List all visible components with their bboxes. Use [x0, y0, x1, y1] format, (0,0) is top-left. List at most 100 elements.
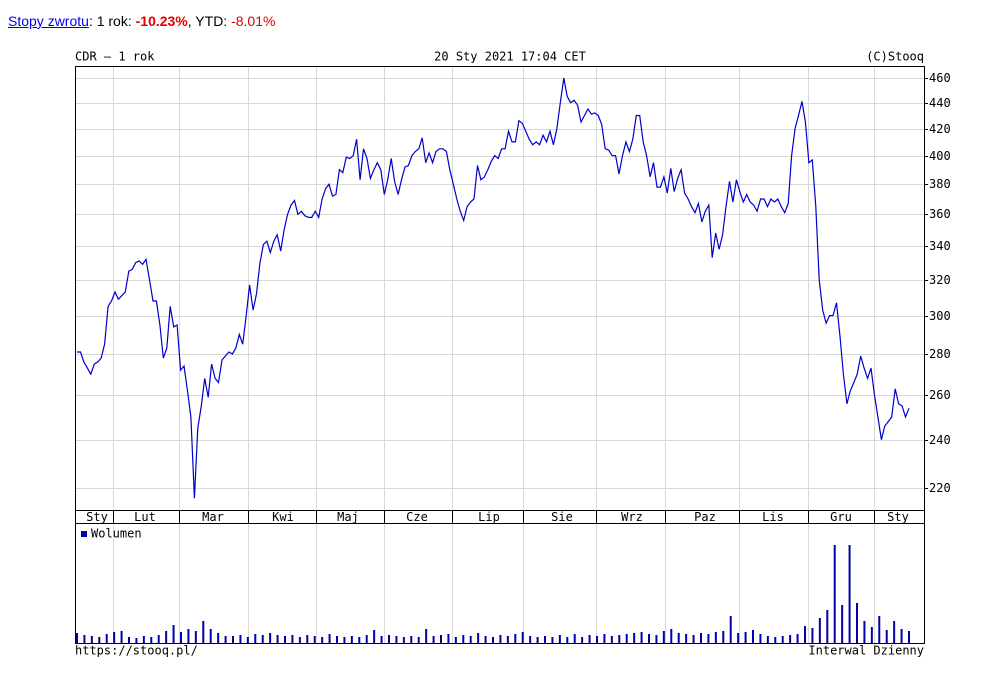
volume-bar — [76, 633, 78, 643]
chart-title: CDR – 1 rok — [75, 50, 155, 64]
volume-bar — [737, 633, 740, 643]
volume-bar — [610, 636, 613, 643]
volume-bar — [380, 636, 383, 643]
y-tick-label: 340 — [929, 239, 951, 253]
volume-bar — [98, 637, 101, 643]
y-tick-label: 380 — [929, 177, 951, 191]
volume-bar — [328, 634, 331, 643]
y-tick-label: 320 — [929, 273, 951, 287]
volume-bar — [157, 635, 160, 643]
volume-bar — [239, 635, 242, 643]
volume-bar — [885, 630, 888, 643]
volume-bar — [752, 630, 754, 643]
x-tick-label: Wrz — [621, 510, 643, 524]
volume-bar — [172, 625, 175, 643]
footer-interval: Interwal Dzienny — [808, 644, 924, 658]
volume-bar — [677, 633, 680, 643]
y-tick-label: 400 — [929, 149, 951, 163]
volume-bar — [202, 621, 205, 643]
volume-bar — [388, 635, 390, 643]
volume-bar — [358, 637, 361, 643]
volume-bar — [818, 618, 821, 643]
volume-bar — [291, 635, 294, 643]
volume-bar — [373, 630, 376, 643]
volume-bar — [336, 636, 338, 643]
volume-bar — [232, 636, 234, 643]
volume-bar — [551, 637, 554, 643]
volume-bar — [150, 637, 153, 643]
y-tick-label: 280 — [929, 347, 951, 361]
volume-bar — [499, 635, 502, 643]
volume-bar — [826, 610, 829, 643]
y-tick-label: 460 — [929, 71, 951, 85]
x-tick-label: Lip — [478, 510, 500, 524]
volume-bar — [566, 637, 569, 643]
volume-bar — [165, 631, 168, 643]
y-tick-label: 260 — [929, 388, 951, 402]
volume-bar — [633, 633, 636, 643]
volume-bar — [261, 635, 264, 643]
volume-bar — [573, 634, 576, 643]
footer-url: https://stooq.pl/ — [75, 644, 198, 658]
volume-bar — [558, 635, 561, 643]
volume-bar — [863, 621, 866, 643]
volume-bar — [135, 638, 138, 643]
volume-bar — [878, 616, 881, 643]
chart-date: 20 Sty 2021 17:04 CET — [434, 50, 586, 64]
returns-link[interactable]: Stopy zwrotu — [8, 13, 89, 29]
y-tick-label: 360 — [929, 207, 951, 221]
volume-bar — [789, 635, 792, 643]
volume-bar — [440, 635, 442, 643]
volume-bar — [848, 545, 851, 643]
volume-bar — [432, 636, 435, 643]
volume-bar — [217, 633, 220, 643]
x-tick-label: Sty — [86, 510, 108, 524]
volume-bar — [596, 636, 598, 643]
volume-bar — [306, 635, 309, 643]
volume-bar — [298, 637, 301, 643]
volume-bar — [484, 636, 487, 643]
volume-bar — [900, 629, 903, 643]
y-tick-label: 220 — [929, 481, 951, 495]
volume-bar — [692, 635, 695, 643]
volume-bar — [514, 634, 517, 643]
volume-bar — [120, 631, 123, 643]
x-tick-label: Cze — [406, 510, 428, 524]
return-label: , YTD: — [187, 13, 232, 29]
volume-bar — [781, 636, 784, 643]
volume-bar — [187, 629, 190, 643]
x-tick-label: Mar — [202, 510, 224, 524]
volume-bar — [194, 631, 197, 643]
returns-line: Stopy zwrotu: 1 rok: -10.23%, YTD: -8.01… — [8, 13, 275, 29]
volume-bar — [105, 634, 108, 643]
volume-bar — [804, 626, 806, 643]
volume-bar — [113, 632, 116, 643]
volume-bar — [729, 616, 732, 643]
volume-bar — [246, 637, 249, 643]
volume-bar — [714, 632, 717, 643]
y-tick-label: 440 — [929, 96, 951, 110]
x-tick-label: Kwi — [272, 510, 294, 524]
x-tick-label: Maj — [337, 510, 359, 524]
volume-bar — [841, 605, 844, 643]
volume-bar — [759, 634, 762, 643]
volume-bar — [521, 632, 524, 643]
return-value: -8.01% — [231, 13, 276, 29]
volume-bar — [269, 633, 272, 643]
volume-bar — [209, 629, 212, 643]
volume-bar — [90, 636, 93, 643]
x-tick-label: Sie — [551, 510, 573, 524]
volume-bar — [625, 634, 628, 643]
y-tick-label: 240 — [929, 433, 951, 447]
volume-bar — [581, 637, 584, 643]
volume-bar — [321, 637, 324, 643]
volume-bar — [402, 637, 405, 643]
volume-bar — [350, 636, 353, 643]
volume-bar — [83, 635, 86, 643]
volume-bar — [707, 634, 710, 643]
volume-bar — [417, 637, 420, 643]
volume-bar — [856, 603, 858, 643]
volume-bar — [722, 631, 725, 643]
volume-bar — [454, 637, 457, 643]
